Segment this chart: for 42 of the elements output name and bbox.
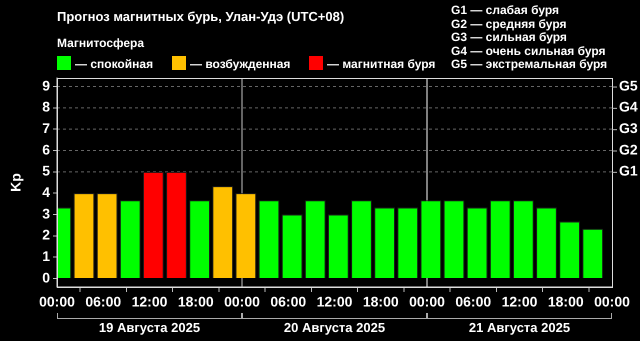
y-tick-label: 5 — [42, 162, 50, 179]
x-tick-label: 18:00 — [362, 293, 399, 310]
y-tick-label: 9 — [42, 77, 50, 94]
y-tick-label: 1 — [42, 248, 50, 264]
y-tick-label: 0 — [42, 269, 50, 286]
x-tick-label: 12:00 — [316, 293, 353, 310]
y-tick-label: 3 — [42, 205, 50, 222]
y-tick-label: 8 — [42, 98, 50, 115]
text: 21 Августа 2025 — [468, 320, 570, 335]
ref-line-label: G3 — [619, 120, 638, 136]
x-tick-label: 12:00 — [502, 293, 538, 310]
x-tick-label: 18:00 — [178, 293, 214, 310]
y-tick-label: 7 — [42, 120, 50, 136]
x-tick-label: 06:00 — [270, 293, 306, 310]
x-tick-label: 06:00 — [85, 293, 122, 310]
text: G2 — средняя буря — [451, 16, 566, 30]
x-tick-label: 18:00 — [548, 293, 584, 310]
text: G4 — очень сильная буря — [451, 44, 606, 58]
legend-label: — магнитная буря — [326, 56, 436, 71]
y-axis-title: Kp — [7, 173, 24, 192]
y-tick-label: 6 — [42, 141, 50, 158]
y-tick-label: 2 — [42, 226, 50, 243]
text: G1 — слабая буря — [451, 3, 560, 17]
ref-line-label: G5 — [619, 77, 638, 94]
y-tick-label: 4 — [42, 184, 50, 200]
x-tick-label: 12:00 — [132, 293, 168, 310]
legend-title: Магнитосфера — [57, 36, 144, 50]
ref-line-label: G4 — [619, 98, 638, 115]
chart-title: Прогноз магнитных бурь, Улан-Удэ (UTC+08) — [57, 9, 344, 24]
text: 19 Августа 2025 — [98, 320, 200, 335]
legend-label: — возбужденная — [189, 56, 290, 71]
ref-line-label: G1 — [619, 162, 638, 179]
x-tick-label: 00:00 — [39, 293, 76, 310]
x-tick-label: 00:00 — [409, 293, 446, 310]
text: G5 — экстремальная буря — [451, 57, 608, 71]
x-tick-label: 00:00 — [224, 293, 260, 310]
ref-line-label: G2 — [619, 141, 638, 158]
text: 20 Августа 2025 — [284, 320, 386, 335]
x-tick-label: 00:00 — [594, 293, 630, 310]
text: G3 — сильная буря — [451, 30, 567, 44]
legend-label: — спокойная — [74, 56, 154, 71]
x-tick-label: 06:00 — [455, 293, 492, 310]
